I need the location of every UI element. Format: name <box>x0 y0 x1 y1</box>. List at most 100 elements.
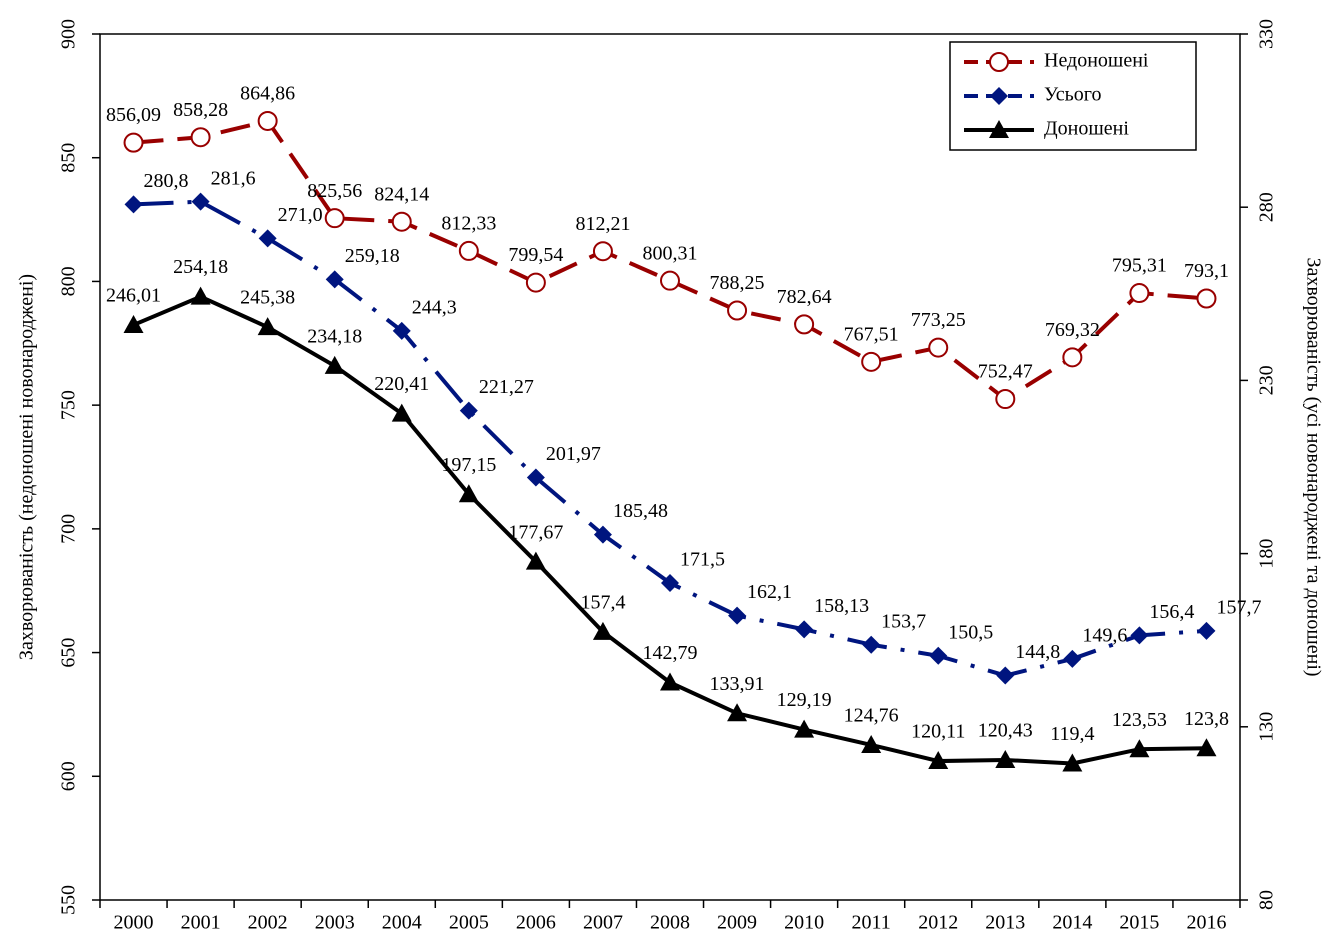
point-marker <box>1129 283 1150 304</box>
point-marker <box>928 337 949 358</box>
data-label: 259,18 <box>345 245 400 267</box>
x-tick-label: 2013 <box>985 912 1025 934</box>
data-label: 171,5 <box>680 549 725 571</box>
point-marker <box>391 403 412 422</box>
legend-label: Доношені <box>1044 118 1129 140</box>
data-label: 144,8 <box>1015 641 1060 663</box>
data-label: 864,86 <box>240 83 295 105</box>
point-marker <box>1129 739 1150 758</box>
legend-marker <box>990 87 1008 105</box>
point-marker <box>995 389 1016 410</box>
point-marker <box>257 317 278 336</box>
point-marker <box>257 110 278 131</box>
point-marker <box>525 272 546 293</box>
point-marker <box>1130 626 1149 645</box>
data-label: 120,43 <box>978 720 1033 742</box>
y-tick-label: 600 <box>58 761 80 791</box>
point-marker <box>392 321 411 340</box>
x-tick-label: 2006 <box>516 912 556 934</box>
point-marker <box>660 672 680 691</box>
point-marker <box>324 355 345 374</box>
legend-label: Усього <box>1044 84 1101 106</box>
data-label: 788,25 <box>710 272 765 294</box>
x-tick-label: 2010 <box>784 912 824 934</box>
x-tick-label: 2011 <box>852 912 891 934</box>
point-marker <box>794 314 815 335</box>
data-label: 773,25 <box>911 309 966 331</box>
data-label: 782,64 <box>777 286 832 308</box>
point-marker <box>929 646 948 665</box>
point-marker <box>1062 347 1083 368</box>
data-label: 795,31 <box>1112 255 1167 277</box>
point-marker <box>996 666 1015 685</box>
point-marker <box>391 211 412 232</box>
point-marker <box>190 127 211 148</box>
point-marker <box>592 241 613 262</box>
y-axis-label: Захворюваність (недоношені новонароджені… <box>16 274 38 660</box>
data-label: 149,6 <box>1082 624 1127 646</box>
point-marker <box>1196 738 1217 757</box>
x-tick-label: 2001 <box>181 912 221 934</box>
point-marker <box>661 574 679 593</box>
y-tick-label: 650 <box>58 638 80 668</box>
point-marker <box>1063 649 1082 668</box>
x-tick-label: 2015 <box>1119 912 1159 934</box>
point-marker <box>190 286 211 305</box>
data-label: 856,09 <box>106 104 161 126</box>
data-label: 185,48 <box>613 500 668 522</box>
y2-tick-label: 280 <box>1256 192 1278 222</box>
point-marker <box>728 606 747 625</box>
data-label: 280,8 <box>144 170 189 192</box>
y2-tick-label: 180 <box>1256 539 1278 569</box>
point-marker <box>123 132 144 153</box>
data-label: 246,01 <box>106 285 161 307</box>
y2-tick-label: 80 <box>1256 890 1278 910</box>
data-label: 245,38 <box>240 287 295 309</box>
point-marker <box>928 751 949 770</box>
x-tick-label: 2004 <box>382 912 422 934</box>
point-marker <box>1197 621 1216 640</box>
x-tick-label: 2014 <box>1052 912 1092 934</box>
series-line <box>132 294 1207 766</box>
data-label: 254,18 <box>173 256 228 278</box>
plot-frame <box>99 33 1241 901</box>
point-marker <box>459 401 478 420</box>
data-label: 824,14 <box>374 183 429 205</box>
data-label: 158,13 <box>814 595 869 617</box>
point-marker <box>458 484 479 503</box>
data-label: 150,5 <box>948 621 993 643</box>
y2-tick-label: 230 <box>1256 365 1278 395</box>
y-tick-label: 800 <box>58 266 80 296</box>
data-label: 244,3 <box>412 296 457 318</box>
data-label: 800,31 <box>643 242 698 264</box>
x-tick-label: 2012 <box>918 912 958 934</box>
data-label: 119,4 <box>1050 723 1094 745</box>
y2-tick-label: 330 <box>1256 19 1278 49</box>
data-label: 281,6 <box>211 167 256 189</box>
x-tick-label: 2000 <box>114 912 154 934</box>
data-label: 858,28 <box>173 99 228 121</box>
data-label: 123,8 <box>1184 708 1229 730</box>
data-label: 162,1 <box>747 581 792 603</box>
data-label: 201,97 <box>546 443 601 465</box>
point-marker <box>727 300 748 321</box>
point-marker <box>995 749 1016 768</box>
point-marker <box>458 240 479 261</box>
y-tick-label: 900 <box>58 19 80 49</box>
x-tick-label: 2007 <box>583 912 623 934</box>
data-label: 142,79 <box>643 642 698 664</box>
data-label: 120,11 <box>911 721 965 743</box>
data-label: 221,27 <box>479 376 534 398</box>
data-label: 234,18 <box>307 326 362 348</box>
data-label: 157,4 <box>580 591 625 613</box>
data-label: 133,91 <box>710 673 765 695</box>
y-tick-label: 700 <box>58 514 80 544</box>
point-marker <box>258 229 277 248</box>
data-label: 271,0 <box>278 204 323 226</box>
x-tick-label: 2003 <box>315 912 355 934</box>
data-label: 812,33 <box>441 213 496 235</box>
x-tick-label: 2005 <box>449 912 489 934</box>
point-marker <box>861 351 882 372</box>
data-label: 156,4 <box>1149 601 1194 623</box>
